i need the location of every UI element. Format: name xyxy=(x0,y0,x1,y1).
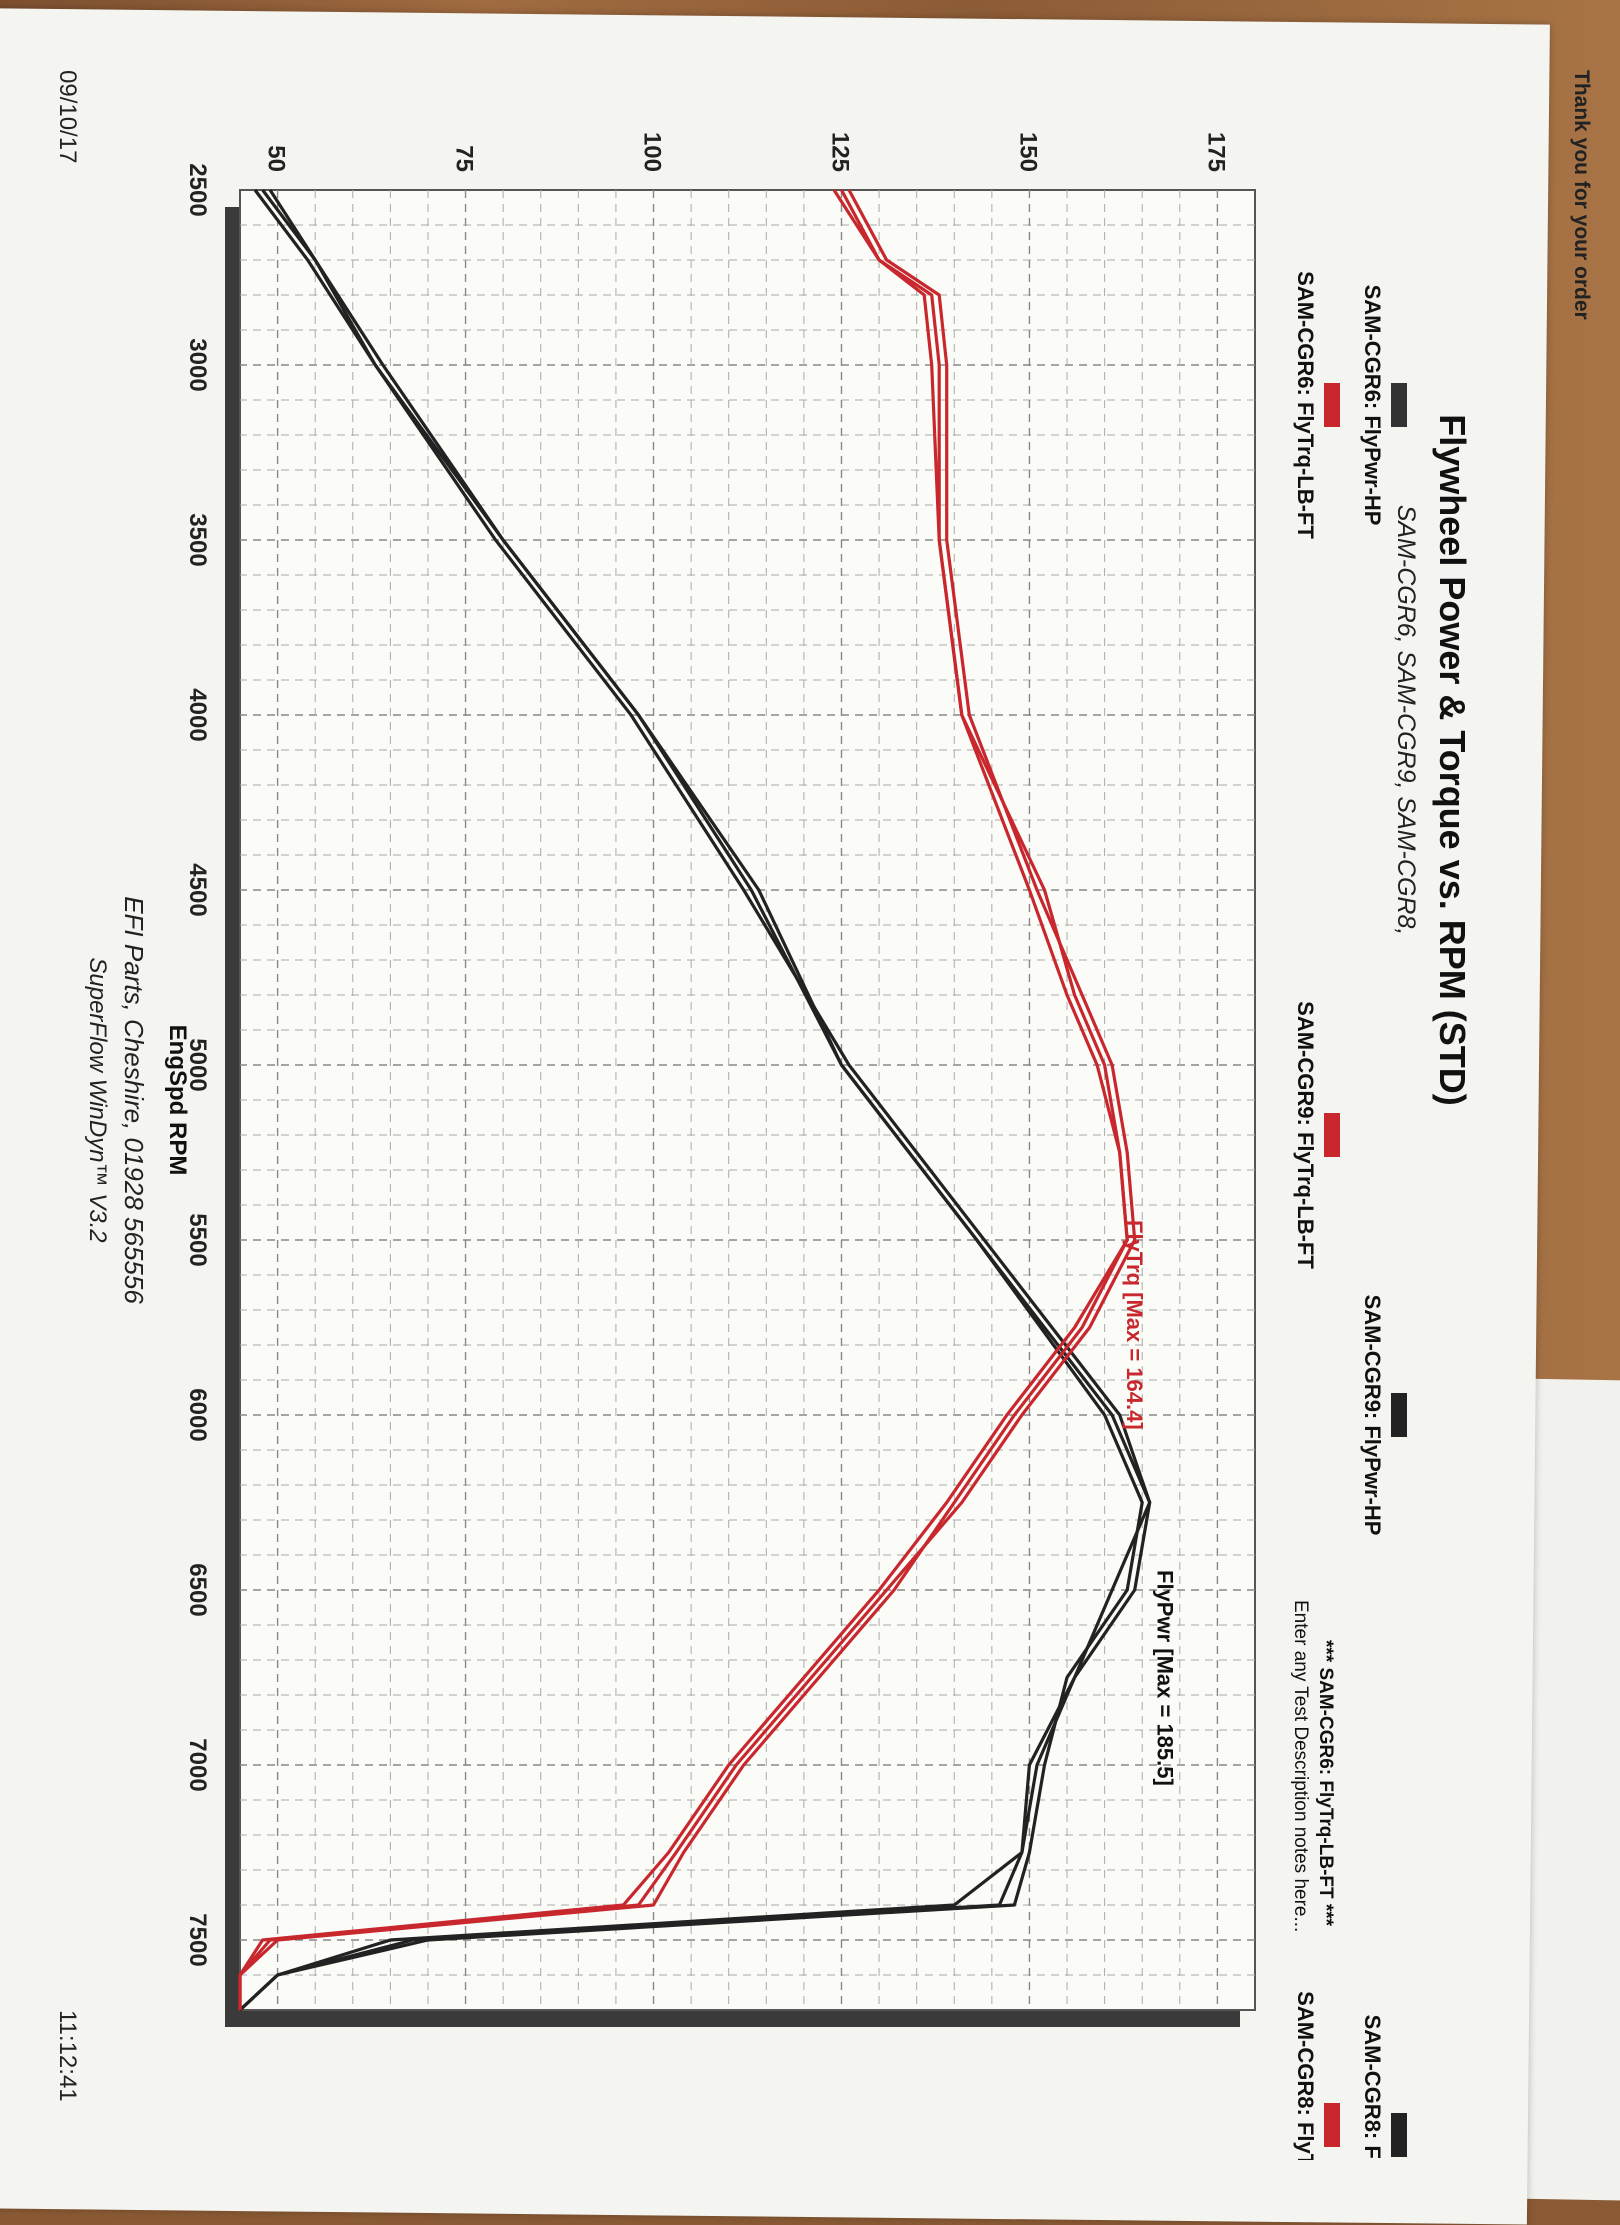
y-tick-label: 100 xyxy=(639,132,666,172)
x-axis-label: EngSpd RPM xyxy=(164,1025,191,1176)
legend-swatch xyxy=(1324,1113,1340,1157)
annotations: FlyTrq [Max = 164.4] FlyPwr [Max = 185.5] xyxy=(1122,1220,1177,1786)
x-tick-label: 4500 xyxy=(184,863,211,916)
notes-line-2: Enter any Test Description notes here... xyxy=(1290,1600,1311,1932)
legend-entry: SAM-CGR8: FlyTrq-LB-FT xyxy=(1293,1991,1318,2160)
x-tick-label: 3500 xyxy=(184,513,211,566)
y-tick-label: 175 xyxy=(1202,132,1229,172)
rotated-printout: Thank you for your order Flywheel Power … xyxy=(54,70,1593,2160)
legend-entry: SAM-CGR6: FlyPwr-HP xyxy=(1360,285,1385,526)
dyno-chart: Thank you for your order Flywheel Power … xyxy=(54,70,1593,2160)
y-tick-label: 75 xyxy=(451,145,478,172)
print-date: 09/10/17 xyxy=(54,70,81,163)
legend: SAM-CGR6: FlyPwr-HP SAM-CGR6: FlyTrq-LB-F… xyxy=(1293,271,1407,2160)
chart-subtitle: SAM-CGR6, SAM-CGR9, SAM-CGR8, xyxy=(1392,505,1420,936)
grid-lines xyxy=(240,190,1255,2010)
series-line-sam-cgr9-flytrq-lb-ft xyxy=(238,189,1137,2010)
legend-swatch xyxy=(1391,1393,1407,1437)
y-tick-label: 50 xyxy=(263,145,290,172)
thanks-text: Thank you for your order xyxy=(1570,70,1593,320)
x-tick-label: 5000 xyxy=(184,1038,211,1091)
legend-entry: SAM-CGR6: FlyTrq-LB-FT xyxy=(1293,271,1318,539)
series-line-sam-cgr9-flypwr-hp xyxy=(238,189,1152,2012)
series-lines xyxy=(238,189,1152,2012)
notes-line-1: *** SAM-CGR6: FlyTrq-LB-FT *** xyxy=(1315,1640,1336,1927)
legend-entry: SAM-CGR9: FlyTrq-LB-FT xyxy=(1293,1001,1318,1269)
annotation-label: FlyPwr [Max = 185.5] xyxy=(1152,1570,1177,1786)
x-tick-label: 7000 xyxy=(184,1738,211,1791)
x-tick-labels: 2500 3000 3500 4000 4500 5000 5500 6000 6500 7000… xyxy=(184,163,211,1966)
series-line-sam-cgr8-flypwr-hp xyxy=(238,189,1152,2012)
print-time: 11:12:41 xyxy=(54,2010,81,2102)
chart-title: Flywheel Power & Torque vs. RPM (STD) xyxy=(1432,414,1473,1105)
software-text: SuperFlow WinDyn™ V3.2 xyxy=(84,957,111,1242)
x-tick-label: 3000 xyxy=(184,338,211,391)
legend-entry: SAM-CGR9: FlyPwr-HP xyxy=(1360,1295,1385,1536)
y-tick-label: 150 xyxy=(1014,132,1041,172)
x-tick-label: 6500 xyxy=(184,1563,211,1616)
company-text: EFI Parts, Cheshire, 01928 565556 xyxy=(119,896,149,1304)
legend-swatch xyxy=(1391,383,1407,427)
x-tick-label: 6000 xyxy=(184,1388,211,1441)
series-line-sam-cgr6-flytrq-lb-ft xyxy=(238,189,1129,2010)
legend-swatch xyxy=(1391,2113,1407,2157)
x-tick-label: 4000 xyxy=(184,688,211,741)
y-tick-label: 125 xyxy=(826,132,853,172)
legend-swatch xyxy=(1324,383,1340,427)
series-line-sam-cgr8-flytrq-lb-ft xyxy=(238,189,1129,2010)
x-tick-label: 2500 xyxy=(184,163,211,216)
y-tick-labels: 50 75 100 125 150 175 xyxy=(263,132,1230,172)
annotation-label: FlyTrq [Max = 164.4] xyxy=(1122,1220,1147,1430)
legend-swatch xyxy=(1324,2103,1340,2147)
legend-entry: SAM-CGR8: FlyPwr-HP xyxy=(1360,2015,1385,2160)
x-tick-label: 7500 xyxy=(184,1913,211,1966)
x-tick-label: 5500 xyxy=(184,1213,211,1266)
